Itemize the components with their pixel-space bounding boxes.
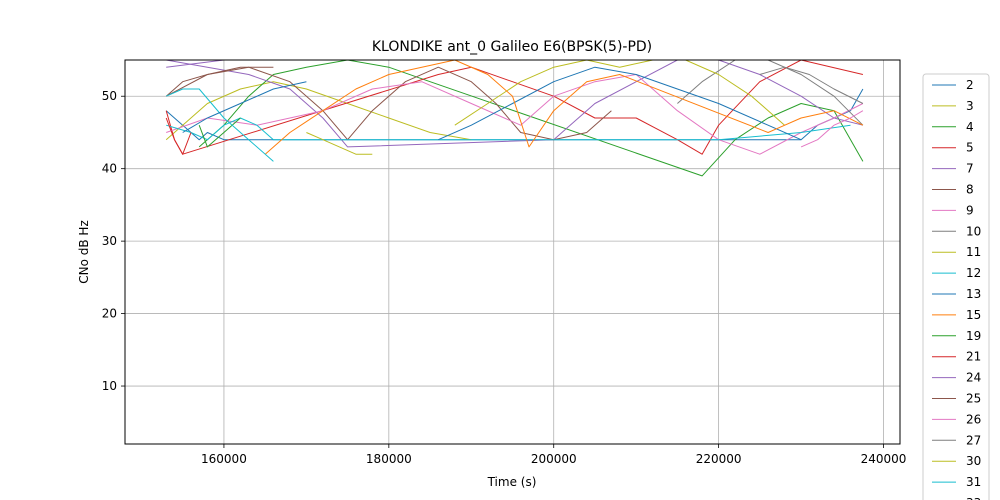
- legend-label-26: 26: [966, 412, 981, 426]
- series-5-line: [165, 60, 864, 155]
- chart-title: KLONDIKE ant_0 Galileo E6(BPSK(5)-PD): [372, 39, 652, 55]
- legend: 2 3 4 5 7 8 9 10 11 12 13 15 19 21 24 25 26 27 30 31 33: [922, 73, 990, 500]
- legend-label-19: 19: [966, 329, 981, 343]
- legend-label-5: 5: [966, 141, 974, 155]
- series-12-line: [166, 117, 851, 141]
- series-9-line: [166, 74, 864, 155]
- y-axis: 10 20 30 40 50: [102, 89, 125, 393]
- legend-label-13: 13: [966, 287, 981, 301]
- x-tick-label: 160000: [201, 452, 247, 466]
- y-axis-label: CNo dB Hz: [77, 220, 91, 284]
- series-13-line: [438, 66, 802, 141]
- legend-label-21: 21: [966, 350, 981, 364]
- series-7-line: [166, 60, 864, 148]
- series-10-line: [677, 60, 864, 126]
- x-tick-label: 220000: [696, 452, 742, 466]
- legend-frame: [922, 73, 990, 500]
- y-tick-label: 20: [102, 307, 117, 321]
- series-4-line: [198, 60, 864, 177]
- legend-label-30: 30: [966, 454, 981, 468]
- x-axis: 160000 180000 200000 220000 240000: [201, 444, 906, 466]
- series-11-line: [454, 60, 785, 126]
- legend-label-15: 15: [966, 308, 981, 322]
- series-27-line: [759, 66, 864, 104]
- series-layer: [165, 60, 864, 177]
- legend-label-4: 4: [966, 120, 974, 134]
- y-tick-label: 50: [102, 89, 117, 103]
- legend-label-25: 25: [966, 392, 981, 406]
- series-15-line: [264, 60, 864, 155]
- series-33-line: [182, 81, 307, 133]
- legend-label-12: 12: [966, 266, 981, 280]
- legend-label-27: 27: [966, 433, 981, 447]
- legend-label-7: 7: [966, 162, 974, 176]
- series-3-line: [165, 81, 472, 141]
- series-30-line: [306, 132, 373, 155]
- legend-label-10: 10: [966, 224, 981, 238]
- legend-label-11: 11: [966, 245, 981, 259]
- series-26-line: [800, 110, 864, 148]
- series-24-line: [166, 60, 472, 68]
- y-tick-label: 40: [102, 162, 117, 176]
- series-21-line: [165, 117, 192, 155]
- series-25-line: [165, 66, 274, 97]
- x-tick-label: 180000: [366, 452, 412, 466]
- x-tick-label: 240000: [861, 452, 907, 466]
- y-tick-label: 30: [102, 234, 117, 248]
- series-31-line: [166, 88, 274, 162]
- y-tick-label: 10: [102, 379, 117, 393]
- x-axis-label: Time (s): [487, 475, 537, 489]
- x-tick-label: 200000: [531, 452, 577, 466]
- grid-lines: [125, 60, 900, 444]
- plot-frame: [124, 59, 901, 445]
- series-8-line: [165, 66, 612, 141]
- legend-label-31: 31: [966, 475, 981, 489]
- legend-label-9: 9: [966, 203, 974, 217]
- legend-label-24: 24: [966, 371, 981, 385]
- legend-label-3: 3: [966, 99, 974, 113]
- legend-label-33: 33: [966, 496, 981, 500]
- legend-label-2: 2: [966, 78, 974, 92]
- legend-label-8: 8: [966, 183, 974, 197]
